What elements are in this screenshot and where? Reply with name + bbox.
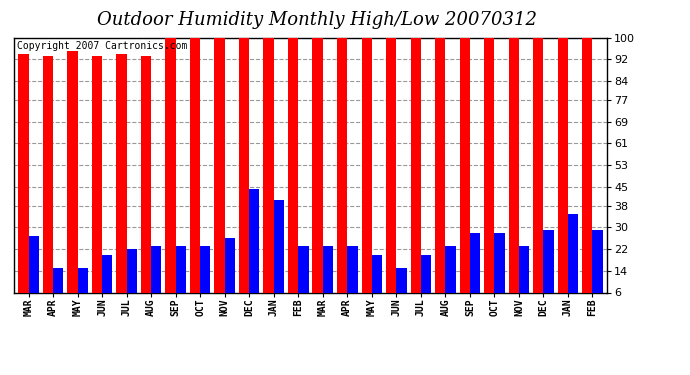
Bar xyxy=(313,38,323,292)
Bar xyxy=(484,38,495,292)
Bar xyxy=(495,233,504,292)
Bar xyxy=(421,255,431,292)
Bar xyxy=(568,214,578,292)
Bar xyxy=(117,54,126,292)
Bar xyxy=(176,246,186,292)
Bar xyxy=(519,246,529,292)
Bar xyxy=(396,268,406,292)
Bar xyxy=(298,246,308,292)
Bar xyxy=(190,38,200,292)
Bar xyxy=(435,38,445,292)
Bar xyxy=(126,249,137,292)
Bar xyxy=(166,38,176,292)
Bar xyxy=(225,238,235,292)
Text: Outdoor Humidity Monthly High/Low 20070312: Outdoor Humidity Monthly High/Low 200703… xyxy=(97,11,538,29)
Bar xyxy=(533,38,544,292)
Bar xyxy=(582,38,593,292)
Bar xyxy=(593,230,603,292)
Bar xyxy=(460,38,470,292)
Bar xyxy=(386,38,396,292)
Bar xyxy=(509,38,519,292)
Bar xyxy=(141,57,151,292)
Bar xyxy=(347,246,357,292)
Bar xyxy=(67,51,77,292)
Bar xyxy=(323,246,333,292)
Bar xyxy=(372,255,382,292)
Bar xyxy=(362,38,372,292)
Bar xyxy=(544,230,554,292)
Text: Copyright 2007 Cartronics.com: Copyright 2007 Cartronics.com xyxy=(17,41,187,51)
Bar xyxy=(18,54,28,292)
Bar xyxy=(43,57,53,292)
Bar xyxy=(558,38,568,292)
Bar xyxy=(445,246,455,292)
Bar xyxy=(77,268,88,292)
Bar xyxy=(249,189,259,292)
Bar xyxy=(102,255,112,292)
Bar xyxy=(470,233,480,292)
Bar xyxy=(264,38,274,292)
Bar xyxy=(337,38,347,292)
Bar xyxy=(28,236,39,292)
Bar xyxy=(200,246,210,292)
Bar xyxy=(288,38,298,292)
Bar xyxy=(215,38,225,292)
Bar xyxy=(92,57,102,292)
Bar xyxy=(411,38,421,292)
Bar xyxy=(53,268,63,292)
Bar xyxy=(274,200,284,292)
Bar xyxy=(239,38,249,292)
Bar xyxy=(151,246,161,292)
